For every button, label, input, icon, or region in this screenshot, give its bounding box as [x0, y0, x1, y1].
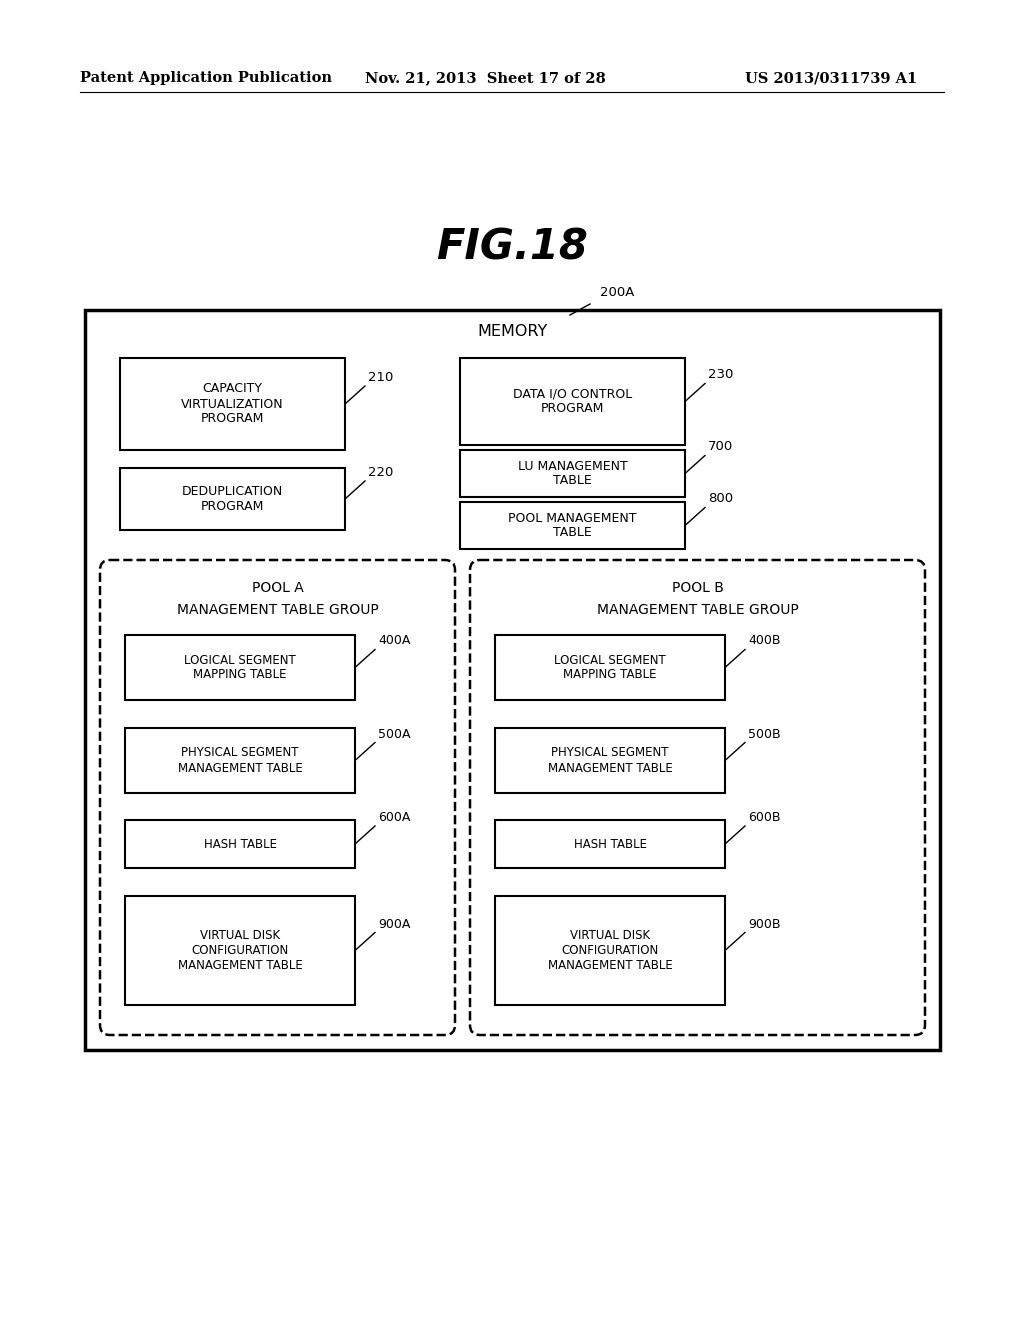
- Text: 200A: 200A: [600, 286, 635, 300]
- Text: DEDUPLICATION
PROGRAM: DEDUPLICATION PROGRAM: [182, 484, 283, 513]
- Bar: [460, 358, 685, 445]
- Text: POOL MANAGEMENT
TABLE: POOL MANAGEMENT TABLE: [508, 511, 637, 540]
- Text: POOL A: POOL A: [252, 581, 303, 595]
- Bar: [125, 820, 355, 869]
- Bar: [85, 310, 940, 1049]
- Text: 500B: 500B: [748, 727, 780, 741]
- FancyBboxPatch shape: [100, 560, 455, 1035]
- Text: FIG.18: FIG.18: [436, 227, 588, 269]
- Text: VIRTUAL DISK
CONFIGURATION
MANAGEMENT TABLE: VIRTUAL DISK CONFIGURATION MANAGEMENT TA…: [177, 929, 302, 972]
- Bar: [125, 729, 355, 793]
- Text: 900A: 900A: [378, 917, 411, 931]
- Bar: [495, 820, 725, 869]
- FancyBboxPatch shape: [470, 560, 925, 1035]
- Text: Nov. 21, 2013  Sheet 17 of 28: Nov. 21, 2013 Sheet 17 of 28: [365, 71, 606, 84]
- Text: PHYSICAL SEGMENT
MANAGEMENT TABLE: PHYSICAL SEGMENT MANAGEMENT TABLE: [177, 747, 302, 775]
- Text: MANAGEMENT TABLE GROUP: MANAGEMENT TABLE GROUP: [597, 603, 799, 616]
- Text: POOL B: POOL B: [672, 581, 723, 595]
- Bar: [495, 896, 725, 1005]
- Text: 210: 210: [368, 371, 393, 384]
- Text: MANAGEMENT TABLE GROUP: MANAGEMENT TABLE GROUP: [176, 603, 379, 616]
- Text: 600B: 600B: [748, 810, 780, 824]
- Text: LOGICAL SEGMENT
MAPPING TABLE: LOGICAL SEGMENT MAPPING TABLE: [554, 653, 666, 681]
- Bar: [495, 635, 725, 700]
- Text: 220: 220: [368, 466, 393, 479]
- Bar: [120, 358, 345, 450]
- Text: 400A: 400A: [378, 635, 411, 648]
- Text: PHYSICAL SEGMENT
MANAGEMENT TABLE: PHYSICAL SEGMENT MANAGEMENT TABLE: [548, 747, 673, 775]
- Text: 400B: 400B: [748, 635, 780, 648]
- Text: HASH TABLE: HASH TABLE: [573, 837, 646, 850]
- Bar: [120, 469, 345, 531]
- Text: US 2013/0311739 A1: US 2013/0311739 A1: [745, 71, 918, 84]
- Text: CAPACITY
VIRTUALIZATION
PROGRAM: CAPACITY VIRTUALIZATION PROGRAM: [181, 383, 284, 425]
- Text: Patent Application Publication: Patent Application Publication: [80, 71, 332, 84]
- Text: 700: 700: [708, 441, 733, 454]
- Bar: [495, 729, 725, 793]
- Text: 800: 800: [708, 492, 733, 506]
- Text: 230: 230: [708, 368, 733, 381]
- Text: 500A: 500A: [378, 727, 411, 741]
- Bar: [125, 635, 355, 700]
- Text: 900B: 900B: [748, 917, 780, 931]
- Text: LOGICAL SEGMENT
MAPPING TABLE: LOGICAL SEGMENT MAPPING TABLE: [184, 653, 296, 681]
- Text: DATA I/O CONTROL
PROGRAM: DATA I/O CONTROL PROGRAM: [513, 388, 632, 416]
- Text: HASH TABLE: HASH TABLE: [204, 837, 276, 850]
- Text: VIRTUAL DISK
CONFIGURATION
MANAGEMENT TABLE: VIRTUAL DISK CONFIGURATION MANAGEMENT TA…: [548, 929, 673, 972]
- Bar: [125, 896, 355, 1005]
- Text: MEMORY: MEMORY: [477, 325, 548, 339]
- Bar: [460, 450, 685, 498]
- Text: LU MANAGEMENT
TABLE: LU MANAGEMENT TABLE: [517, 459, 628, 487]
- Text: 600A: 600A: [378, 810, 411, 824]
- Bar: [460, 502, 685, 549]
